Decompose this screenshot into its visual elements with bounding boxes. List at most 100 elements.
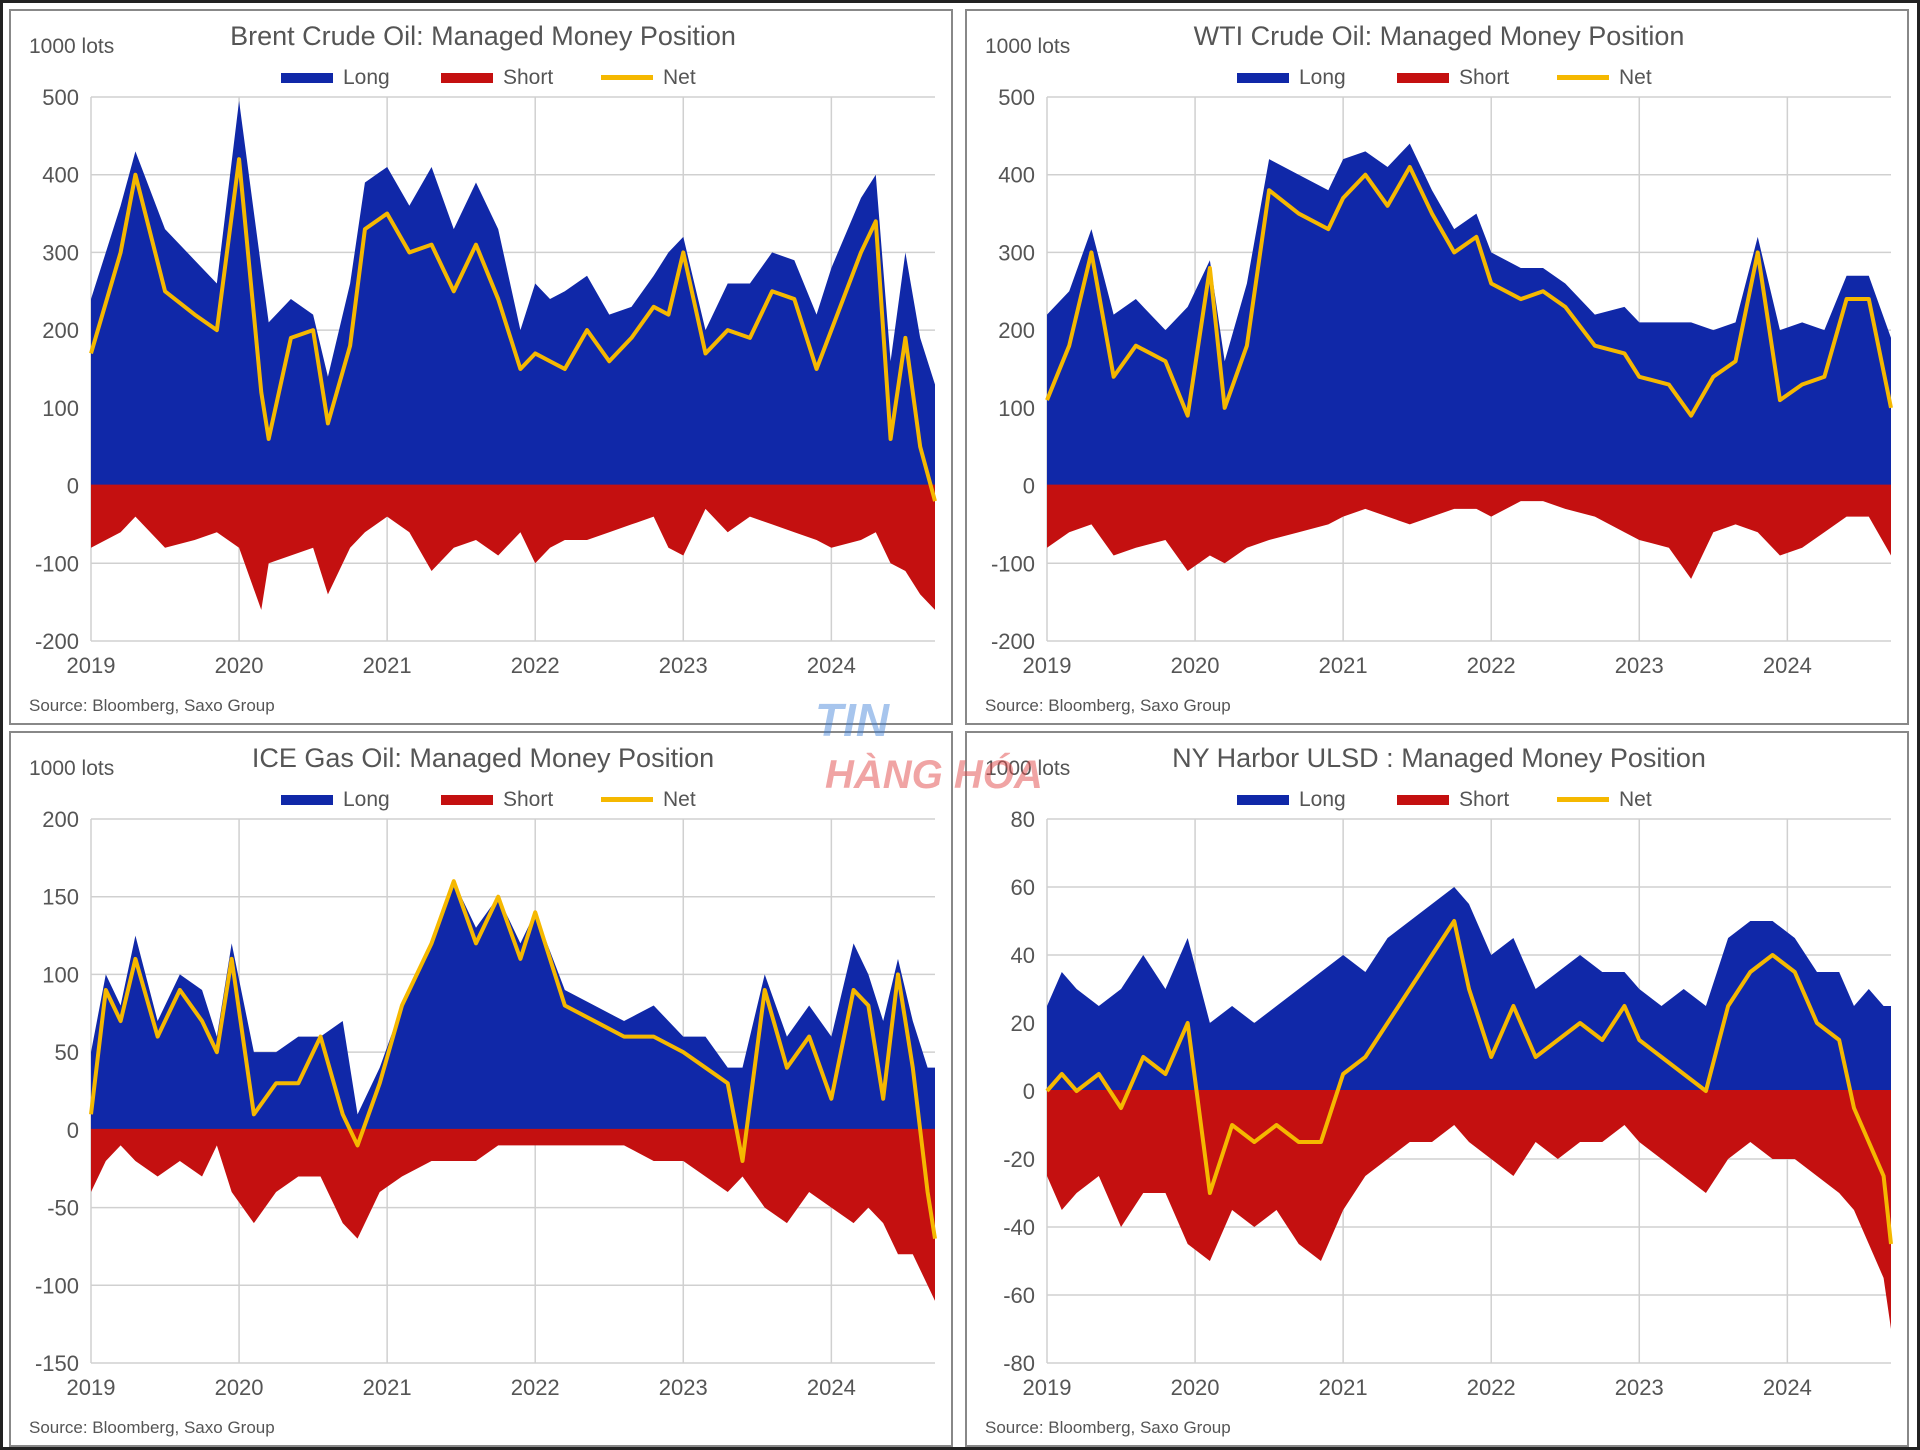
legend-swatch-net [1557, 797, 1609, 802]
x-tick-label: 2024 [807, 653, 856, 678]
x-tick-label: 2024 [1763, 1375, 1812, 1400]
brent-chart-panel: Brent Crude Oil: Managed Money Position 1… [9, 9, 953, 725]
y-tick-label: 200 [998, 318, 1035, 343]
long-area-series [1047, 143, 1891, 486]
x-tick-label: 2019 [67, 653, 116, 678]
y-tick-label: 50 [55, 1040, 79, 1065]
x-tick-label: 2021 [1319, 653, 1368, 678]
legend-label-short: Short [503, 66, 553, 89]
x-tick-label: 2021 [363, 1375, 412, 1400]
y-tick-label: -60 [1003, 1283, 1035, 1308]
legend-swatch-long [1237, 795, 1289, 805]
y-tick-label: 150 [42, 885, 79, 910]
gasoil-chart-panel: ICE Gas Oil: Managed Money Position 1000 … [9, 731, 953, 1447]
y-tick-label: -150 [35, 1351, 79, 1376]
legend-swatch-net [601, 75, 653, 80]
chart-legend: Long Short Net [1237, 66, 1652, 89]
chart-legend: Long Short Net [281, 788, 696, 811]
y-tick-label: -200 [35, 629, 79, 654]
y-tick-label: 60 [1011, 875, 1035, 900]
y-axis-unit-label: 1000 lots [29, 757, 114, 780]
legend-swatch-long [281, 73, 333, 83]
x-tick-label: 2020 [1171, 653, 1220, 678]
y-tick-label: 100 [42, 396, 79, 421]
chart-svg: ICE Gas Oil: Managed Money Position 1000 … [29, 743, 937, 1437]
x-tick-label: 2023 [659, 653, 708, 678]
long-area-series [91, 100, 935, 486]
y-tick-label: -200 [991, 629, 1035, 654]
wti-chart-panel: WTI Crude Oil: Managed Money Position 100… [965, 9, 1909, 725]
legend-swatch-long [281, 795, 333, 805]
legend-swatch-net [1557, 75, 1609, 80]
y-tick-label: -50 [47, 1196, 79, 1221]
y-tick-label: 100 [42, 962, 79, 987]
x-tick-label: 2023 [659, 1375, 708, 1400]
x-tick-label: 2023 [1615, 653, 1664, 678]
legend-label-net: Net [663, 788, 696, 811]
y-tick-label: -20 [1003, 1147, 1035, 1172]
y-tick-label: -80 [1003, 1351, 1035, 1376]
legend-label-long: Long [1299, 66, 1346, 89]
legend-label-long: Long [343, 788, 390, 811]
net-line-series [89, 157, 937, 502]
y-tick-label: 400 [42, 163, 79, 188]
legend-swatch-long [1237, 73, 1289, 83]
y-tick-label: 400 [998, 163, 1035, 188]
y-tick-label: 0 [1023, 474, 1035, 499]
y-tick-label: 300 [42, 240, 79, 265]
y-axis-unit-label: 1000 lots [985, 35, 1070, 58]
chart-svg: WTI Crude Oil: Managed Money Position 100… [985, 21, 1893, 715]
y-tick-label: 40 [1011, 943, 1035, 968]
source-note: Source: Bloomberg, Saxo Group [29, 1418, 275, 1437]
y-tick-label: 20 [1011, 1011, 1035, 1036]
x-tick-label: 2022 [511, 653, 560, 678]
source-note: Source: Bloomberg, Saxo Group [29, 696, 275, 715]
short-area-series [91, 485, 935, 610]
source-note: Source: Bloomberg, Saxo Group [985, 1418, 1231, 1437]
legend-swatch-short [441, 795, 493, 805]
x-tick-label: 2019 [1023, 1375, 1072, 1400]
watermark-line2: HÀNG HÓA [825, 751, 1043, 797]
y-tick-label: 100 [998, 396, 1035, 421]
x-tick-label: 2022 [511, 1375, 560, 1400]
y-tick-label: 200 [42, 807, 79, 832]
chart-title: NY Harbor ULSD : Managed Money Position [1172, 743, 1706, 773]
legend-swatch-net [601, 797, 653, 802]
legend-swatch-short [441, 73, 493, 83]
net-line-series [1045, 919, 1893, 1245]
x-tick-label: 2021 [1319, 1375, 1368, 1400]
legend-swatch-short [1397, 73, 1449, 83]
legend-label-net: Net [663, 66, 696, 89]
y-tick-label: 500 [998, 85, 1035, 110]
short-area-series [91, 1129, 935, 1301]
watermark-line1: TIN [815, 694, 890, 746]
x-tick-label: 2020 [215, 1375, 264, 1400]
y-axis-unit-label: 1000 lots [29, 35, 114, 58]
x-tick-label: 2019 [67, 1375, 116, 1400]
y-tick-label: -100 [35, 551, 79, 576]
legend-label-short: Short [503, 788, 553, 811]
y-tick-label: 0 [67, 474, 79, 499]
short-area-series [1047, 1091, 1891, 1329]
net-line-series [89, 879, 937, 1239]
legend-swatch-short [1397, 795, 1449, 805]
y-tick-label: -100 [991, 551, 1035, 576]
y-tick-label: 500 [42, 85, 79, 110]
x-tick-label: 2020 [1171, 1375, 1220, 1400]
net-line-series [1045, 164, 1893, 418]
y-tick-label: 0 [1023, 1079, 1035, 1104]
legend-label-short: Short [1459, 788, 1509, 811]
legend-label-long: Long [343, 66, 390, 89]
long-area-series [91, 881, 935, 1130]
x-tick-label: 2019 [1023, 653, 1072, 678]
chart-title: ICE Gas Oil: Managed Money Position [252, 743, 714, 773]
watermark-logo: TIN HÀNG HÓA [815, 694, 1043, 797]
y-tick-label: -100 [35, 1273, 79, 1298]
legend-label-net: Net [1619, 66, 1652, 89]
legend-label-short: Short [1459, 66, 1509, 89]
y-tick-label: -40 [1003, 1215, 1035, 1240]
x-tick-label: 2024 [1763, 653, 1812, 678]
y-tick-label: 200 [42, 318, 79, 343]
chart-title: WTI Crude Oil: Managed Money Position [1194, 21, 1685, 51]
